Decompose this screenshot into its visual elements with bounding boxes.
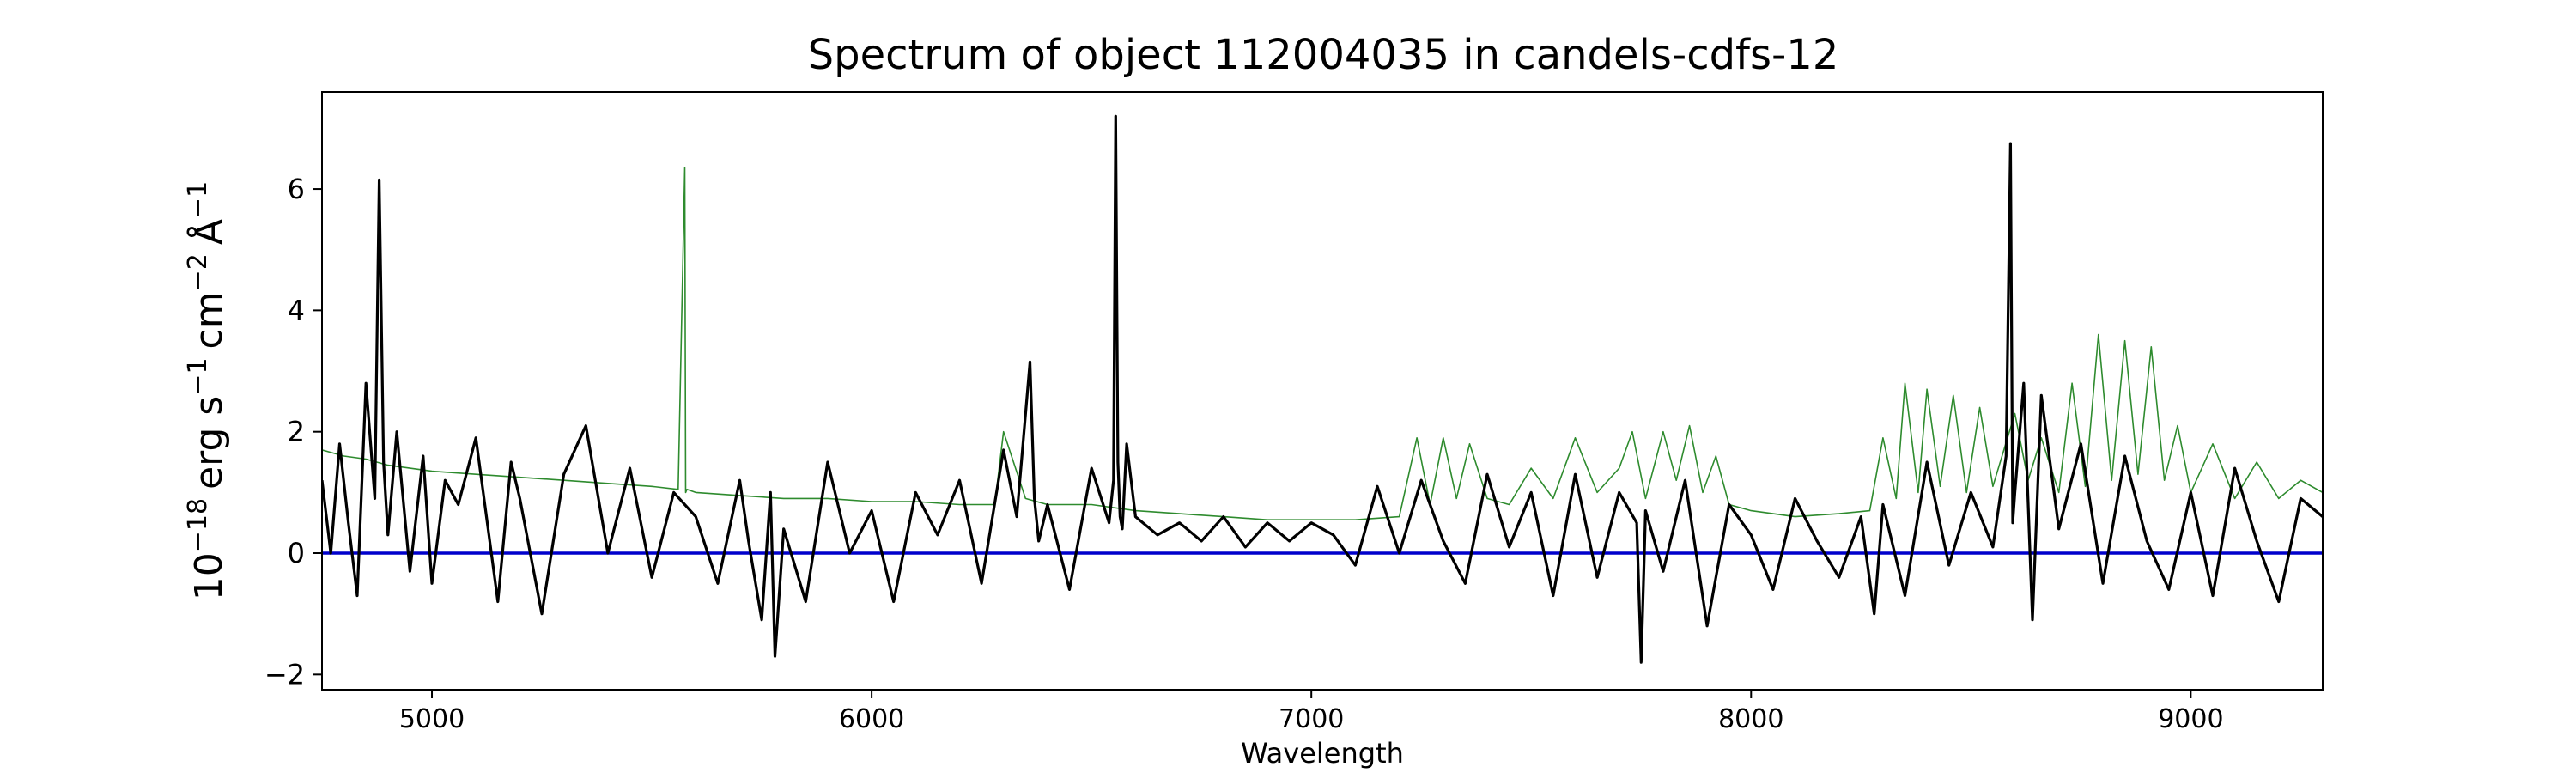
y-label-cm: cm	[187, 291, 231, 349]
y-tick-label: −2	[264, 658, 305, 691]
x-tick-label: 7000	[1279, 704, 1344, 734]
series-layer	[322, 114, 2323, 664]
y-label-exp-s: −1	[183, 357, 213, 395]
y-label-exp-angstrom: −1	[183, 181, 213, 219]
series-line-error	[322, 167, 2323, 521]
y-label-base: 10	[187, 552, 231, 600]
x-tick-label: 8000	[1718, 704, 1783, 734]
y-tick-label: 4	[288, 294, 305, 326]
y-tick-label: 0	[288, 537, 305, 569]
y-label-angstrom: Å	[185, 219, 231, 245]
x-axis-label: Wavelength	[1241, 737, 1404, 770]
y-tick-label: 6	[288, 173, 305, 205]
x-tick-label: 9000	[2158, 704, 2223, 734]
y-label-exp-cm: −2	[183, 253, 213, 291]
plot-frame	[321, 91, 2324, 691]
chart-title: Spectrum of object 112004035 in candels-…	[808, 31, 1839, 79]
y-axis: −2 0 2 4 6	[264, 173, 322, 691]
series-line-flux	[322, 114, 2323, 664]
x-tick-label: 5000	[399, 704, 465, 734]
y-label-exp-base: −18	[183, 498, 213, 552]
y-axis-label: 10−18erg s−1cm−2Å−1	[183, 181, 231, 600]
x-tick-label: 6000	[839, 704, 904, 734]
y-label-erg: erg s	[187, 396, 231, 490]
x-axis: 5000 6000 7000 8000 9000	[399, 690, 2224, 734]
y-tick-label: 2	[288, 416, 305, 448]
